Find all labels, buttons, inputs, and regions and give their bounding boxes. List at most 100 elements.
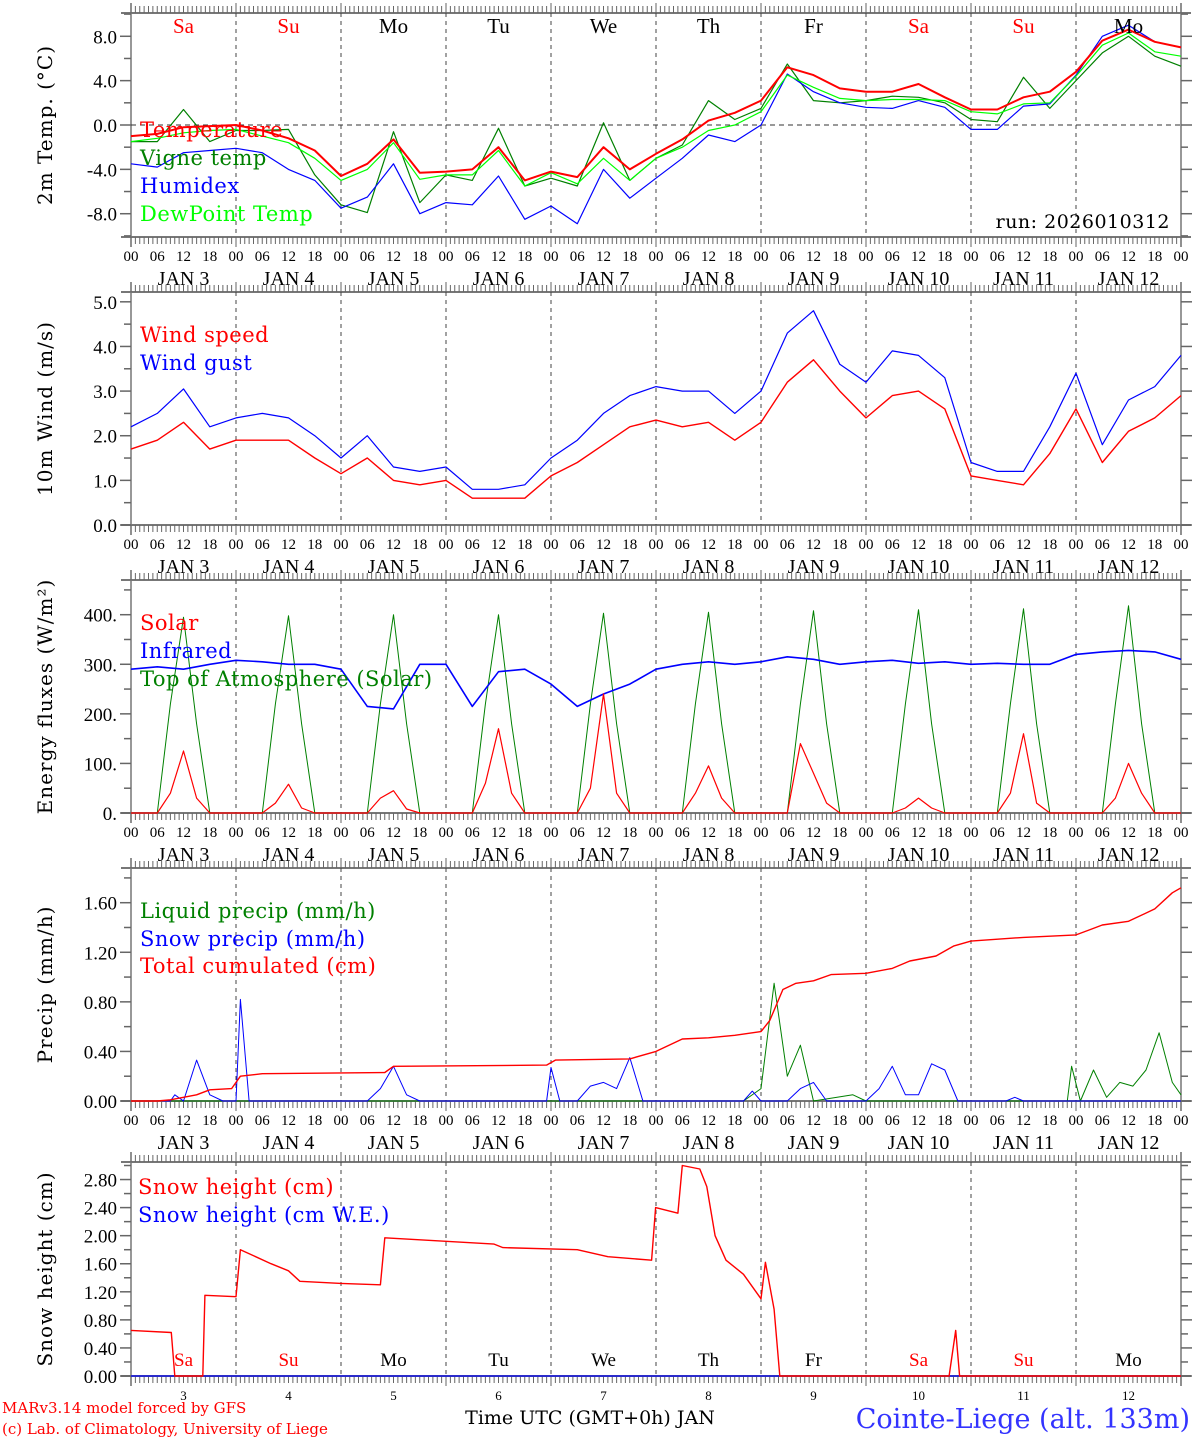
- x-date-label: JAN 3: [158, 556, 210, 578]
- legend-entry: Solar: [140, 611, 199, 635]
- x-hour-label: 06: [570, 537, 586, 553]
- y-tick-label: 0.0: [93, 516, 117, 537]
- weekday-label-bottom: Mo: [1115, 1350, 1141, 1371]
- x-hour-label: 00: [964, 537, 979, 553]
- x-hour-label: 12: [386, 249, 401, 265]
- x-hour-label: 00: [439, 537, 454, 553]
- x-hour-label: 18: [622, 537, 637, 553]
- x-hour-label: 06: [780, 825, 796, 841]
- x-date-label: JAN 4: [263, 556, 315, 578]
- series-humidex: [130, 24, 1182, 225]
- x-hour-label: 06: [1095, 249, 1111, 265]
- legend-entry: Humidex: [140, 174, 240, 198]
- x-hour-label: 00: [754, 1113, 769, 1129]
- x-hour-label: 18: [622, 1113, 637, 1129]
- x-day-number: 12: [1122, 1388, 1135, 1403]
- x-hour-label: 00: [649, 825, 664, 841]
- x-hour-label: 12: [491, 825, 506, 841]
- x-hour-label: 12: [386, 537, 401, 553]
- series-liquid-precip-mm-h: [131, 982, 1182, 1102]
- x-hour-label: 12: [281, 1113, 296, 1129]
- weekday-label-bottom: Mo: [380, 1350, 406, 1371]
- x-hour-label: 06: [675, 825, 691, 841]
- x-hour-label: 00: [859, 249, 874, 265]
- x-hour-label: 18: [517, 537, 532, 553]
- y-axis-label: Snow height (cm): [33, 1171, 57, 1366]
- x-date-label: JAN 7: [578, 844, 630, 866]
- x-hour-label: 12: [1121, 1113, 1136, 1129]
- x-hour-label: 06: [1095, 825, 1111, 841]
- weekday-label-bottom: Th: [698, 1350, 720, 1371]
- x-hour-label: 00: [544, 249, 559, 265]
- x-hour-label: 00: [544, 1113, 559, 1129]
- x-hour-label: 00: [1174, 249, 1189, 265]
- station-label: Cointe-Liege (alt. 133m): [856, 1404, 1190, 1435]
- x-hour-label: 06: [360, 825, 376, 841]
- legend-entry: Temperature: [140, 118, 283, 142]
- legend-entry: DewPoint Temp: [140, 202, 313, 226]
- y-tick-label: 200.: [84, 705, 117, 726]
- legend-entry: Snow height (cm): [138, 1175, 334, 1199]
- x-hour-label: 00: [334, 1113, 349, 1129]
- legend-entry: Vigne temp: [139, 146, 267, 170]
- x-hour-label: 12: [596, 825, 611, 841]
- x-date-label: JAN 8: [683, 844, 735, 866]
- y-tick-label: 0.00: [84, 1092, 117, 1113]
- x-hour-label: 18: [1147, 537, 1162, 553]
- x-hour-label: 12: [1016, 537, 1031, 553]
- x-hour-label: 00: [1069, 537, 1084, 553]
- x-hour-label: 18: [412, 1113, 427, 1129]
- x-date-label: JAN 5: [368, 556, 420, 578]
- y-tick-label: 2.00: [84, 1227, 117, 1248]
- weekday-label-top: Su: [277, 14, 300, 38]
- x-hour-label: 12: [1121, 249, 1136, 265]
- x-hour-label: 12: [701, 249, 716, 265]
- x-hour-label: 12: [911, 825, 926, 841]
- x-date-label: JAN 8: [683, 268, 735, 290]
- y-tick-label: 0.80: [84, 993, 117, 1014]
- x-hour-label: 06: [780, 537, 796, 553]
- x-hour-label: 06: [255, 537, 271, 553]
- x-date-label: JAN 3: [158, 1132, 210, 1154]
- x-date-label: JAN 4: [263, 1132, 315, 1154]
- series-snow-height-cm: [130, 1164, 1181, 1377]
- x-date-label: JAN 9: [788, 1132, 840, 1154]
- x-hour-label: 18: [202, 249, 217, 265]
- x-date-label: JAN 9: [788, 268, 840, 290]
- x-hour-label: 00: [229, 537, 244, 553]
- x-day-number: 5: [390, 1388, 397, 1403]
- x-date-label: JAN 6: [473, 844, 525, 866]
- x-hour-label: 18: [727, 825, 742, 841]
- weekday-label-top: Tu: [487, 14, 510, 38]
- series-wind-speed: [130, 359, 1182, 499]
- x-hour-label: 12: [176, 249, 191, 265]
- y-tick-label: 300.: [84, 655, 117, 676]
- x-hour-label: 18: [832, 825, 847, 841]
- x-hour-label: 00: [229, 825, 244, 841]
- x-hour-label: 18: [937, 537, 952, 553]
- x-date-label: JAN 11: [993, 1132, 1054, 1154]
- weekday-label-top: Mo: [379, 14, 408, 38]
- x-date-label: JAN 10: [888, 844, 950, 866]
- y-tick-label: 2.80: [84, 1171, 117, 1192]
- x-date-label: JAN 9: [788, 844, 840, 866]
- x-hour-label: 06: [150, 1113, 166, 1129]
- x-day-number: 8: [705, 1388, 712, 1403]
- x-hour-label: 06: [990, 1113, 1006, 1129]
- x-hour-label: 12: [176, 537, 191, 553]
- x-hour-label: 00: [859, 537, 874, 553]
- weekday-label-bottom: Su: [1013, 1350, 1034, 1371]
- x-hour-label: 06: [465, 537, 481, 553]
- x-hour-label: 18: [832, 249, 847, 265]
- x-date-label: JAN 6: [473, 1132, 525, 1154]
- x-date-label: JAN 3: [158, 268, 210, 290]
- x-hour-label: 06: [360, 249, 376, 265]
- model-credit: MARv3.14 model forced by GFS: [2, 1399, 246, 1417]
- x-hour-label: 06: [570, 825, 586, 841]
- x-hour-label: 12: [1121, 537, 1136, 553]
- y-tick-label: 1.20: [84, 1283, 117, 1304]
- x-hour-label: 00: [229, 1113, 244, 1129]
- y-tick-label: -8.0: [87, 205, 117, 226]
- x-date-label: JAN 4: [263, 268, 315, 290]
- y-tick-label: 0.00: [84, 1367, 117, 1388]
